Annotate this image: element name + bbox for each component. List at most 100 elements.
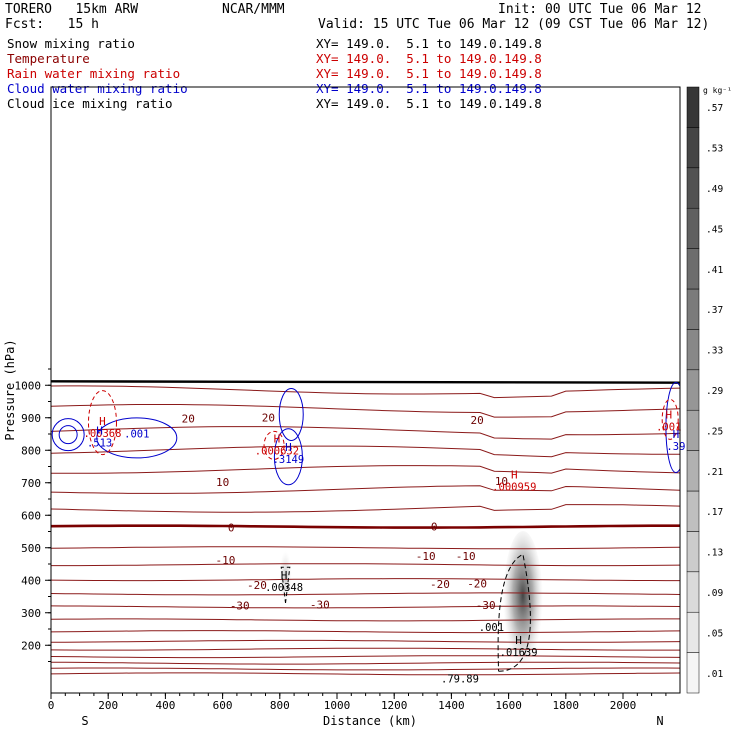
- colorbar-label: .09: [706, 588, 723, 599]
- colorbar-bin: [686, 167, 700, 209]
- x-tick-label: 2000: [610, 699, 637, 712]
- y-tick-label: 600: [21, 509, 41, 522]
- isotherm-label: 0: [228, 521, 235, 534]
- isotherm-line: [51, 485, 680, 494]
- isotherm-line: [51, 647, 680, 651]
- maximum-value: .001: [479, 622, 504, 634]
- xy-temperature: XY= 149.0. 5.1 to 149.0.149.8: [316, 51, 542, 66]
- y-tick-label: 900: [21, 412, 41, 425]
- x-tick-label: 800: [270, 699, 290, 712]
- isotherm-line: [51, 465, 680, 474]
- colorbar-label: .45: [706, 224, 723, 235]
- maximum-value: .001: [656, 421, 681, 433]
- isotherm-label: -10: [216, 554, 236, 567]
- init-time: Init: 00 UTC Tue 06 Mar 12: [498, 2, 702, 17]
- y-tick-label: 500: [21, 542, 41, 555]
- colorbar-label: .41: [706, 265, 723, 276]
- isotherm-line: [51, 639, 680, 643]
- maximum-value: .39: [666, 441, 685, 453]
- colorbar-label: .33: [706, 346, 723, 357]
- colorbar-unit: g kg⁻¹: [703, 86, 732, 95]
- isotherm-line: [51, 630, 680, 634]
- colorbar-bin: [686, 369, 700, 411]
- isotherm-label: 20: [262, 411, 275, 424]
- maximum-marker: H: [281, 569, 288, 582]
- isotherm-label: -10: [416, 550, 436, 563]
- isotherm-line: [51, 385, 680, 399]
- x-tick-label: 1000: [324, 699, 351, 712]
- y-tick-label: 300: [21, 607, 41, 620]
- y-tick-label: 800: [21, 444, 41, 457]
- colorbar-label: .49: [706, 184, 723, 195]
- isotherm-label: 20: [182, 412, 195, 425]
- legend-rain: Rain water mixing ratio: [7, 66, 181, 81]
- maximum-marker: H: [285, 441, 292, 454]
- colorbar-bin: [686, 207, 700, 249]
- x-tick-label: 1200: [381, 699, 408, 712]
- isotherm-label: 10: [216, 476, 229, 489]
- x-axis-label: Distance (km): [323, 714, 417, 728]
- isotherm-label: 0: [431, 520, 438, 533]
- cloud-water-contour: [58, 425, 78, 445]
- y-tick-label: 400: [21, 574, 41, 587]
- isotherm-label: -30: [476, 599, 496, 612]
- isotherm-label: -20: [247, 579, 267, 592]
- colorbar-label: .53: [706, 144, 723, 155]
- colorbar-bin: [686, 409, 700, 451]
- maximum-marker: H: [511, 468, 518, 481]
- isotherm-line: [51, 404, 680, 418]
- maximum-marker: H: [515, 634, 522, 647]
- isotherm-label: -10: [456, 550, 476, 563]
- isotherm-line: [51, 445, 680, 458]
- north-label: N: [656, 714, 663, 728]
- xy-rain: XY= 149.0. 5.1 to 149.0.149.8: [316, 66, 542, 81]
- south-label: S: [81, 714, 88, 728]
- center-name: NCAR/MMM: [222, 2, 285, 17]
- xy-cloud-water: XY= 149.0. 5.1 to 149.0.149.8: [316, 81, 542, 96]
- colorbar-label: .05: [706, 628, 723, 639]
- colorbar-label: .17: [706, 507, 723, 518]
- x-tick-label: 1600: [495, 699, 522, 712]
- isotherm-line: [51, 563, 680, 567]
- colorbar-bin: [686, 450, 700, 492]
- isotherm-line: [51, 667, 680, 671]
- xy-cloud-ice: XY= 149.0. 5.1 to 149.0.149.8: [316, 96, 542, 111]
- legend-temperature: Temperature: [7, 51, 90, 66]
- colorbar-bin: [686, 329, 700, 371]
- cloud-water-contour: [273, 428, 303, 486]
- colorbar-label: .01: [706, 669, 723, 680]
- y-tick-label: 700: [21, 477, 41, 490]
- colorbar-bin: [686, 490, 700, 532]
- x-tick-label: 1400: [438, 699, 465, 712]
- maximum-marker: H: [665, 408, 672, 421]
- isotherm-label: -30: [310, 599, 330, 612]
- isotherm-label: -20: [430, 578, 450, 591]
- snow-shading-main: [502, 531, 543, 675]
- y-tick-label: 1000: [15, 379, 42, 392]
- xy-snow: XY= 149.0. 5.1 to 149.0.149.8: [316, 36, 542, 51]
- legend-cloud-water: Cloud water mixing ratio: [7, 81, 188, 96]
- isotherm-label: 10: [495, 475, 508, 488]
- colorbar-bin: [686, 531, 700, 573]
- colorbar-label: .21: [706, 467, 723, 478]
- maximum-marker: H: [274, 433, 281, 446]
- cloud-water-contour: [96, 417, 178, 459]
- x-tick-label: 400: [155, 699, 175, 712]
- isotherm-line: [51, 578, 680, 582]
- colorbar-label: .29: [706, 386, 723, 397]
- x-tick-label: 600: [213, 699, 233, 712]
- colorbar-bin: [686, 127, 700, 169]
- rain-contour: [263, 430, 285, 460]
- cloud-water-contour: [51, 418, 85, 452]
- isotherm-label: -20: [467, 578, 487, 591]
- isotherm-line: [51, 661, 680, 665]
- maximum-value: .000632: [255, 446, 299, 458]
- isotherm-line: [51, 504, 680, 513]
- colorbar-bin: [686, 611, 700, 653]
- colorbar-label: .13: [706, 548, 723, 559]
- forecast-hour: Fcst: 15 h: [5, 17, 99, 32]
- maximum-value: .513: [87, 438, 112, 450]
- x-tick-label: 1800: [553, 699, 580, 712]
- cloud-water-contour: [665, 382, 680, 473]
